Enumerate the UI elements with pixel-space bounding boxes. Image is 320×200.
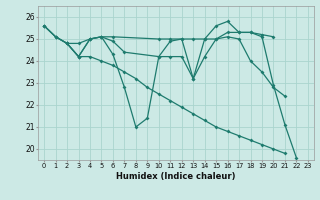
X-axis label: Humidex (Indice chaleur): Humidex (Indice chaleur) xyxy=(116,172,236,181)
